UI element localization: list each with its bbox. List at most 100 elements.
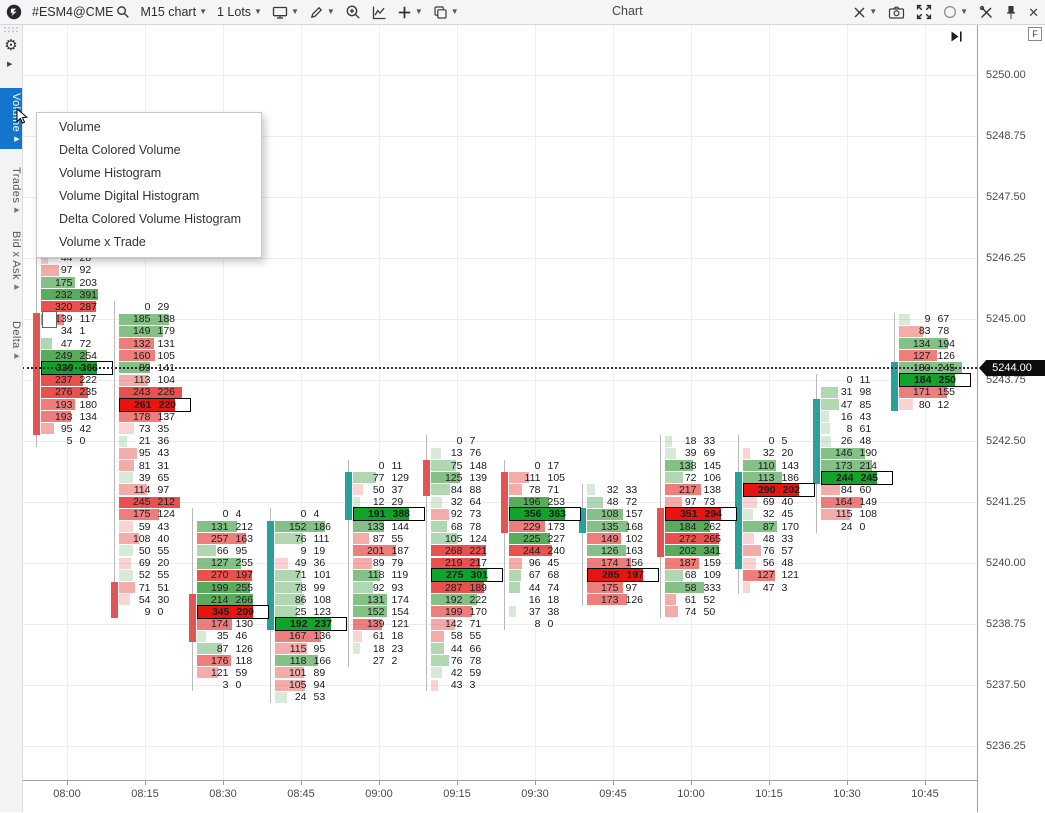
bid-volume: 219	[444, 557, 463, 570]
auto-scale-icon[interactable]: F	[1028, 27, 1042, 41]
layout-button[interactable]: ▼	[433, 5, 459, 20]
sidebar-tab-delta[interactable]: Delta ▶	[0, 316, 22, 365]
shape-selector[interactable]: ▼	[943, 5, 968, 19]
volume-fill	[900, 374, 955, 387]
footprint-row: 164 149	[821, 496, 891, 508]
ask-volume: 179	[157, 325, 176, 338]
add-indicator-button[interactable]: ▼	[397, 5, 423, 20]
camera-icon[interactable]	[888, 5, 905, 20]
volume-fill	[119, 411, 161, 423]
bid-volume: 127	[210, 557, 229, 570]
zoom-in-icon[interactable]	[345, 4, 361, 20]
monitor-button[interactable]: ▼	[272, 5, 299, 20]
chart-style-icon[interactable]	[371, 5, 387, 20]
ask-volume: 235	[79, 386, 98, 399]
volume-fill	[431, 557, 480, 569]
jump-to-latest-icon[interactable]	[950, 30, 963, 48]
price-axis[interactable]: F 5250.00 5248.75 5247.50 5246.25 5245.00 524…	[977, 24, 1045, 812]
tools-icon[interactable]	[979, 5, 994, 20]
time-axis[interactable]: 08:00 08:15 08:30 08:45 09:00 09:15 09:30 09:45…	[22, 780, 977, 813]
volume-fill	[275, 679, 306, 691]
volume-fill	[353, 569, 380, 581]
ask-volume: 388	[392, 508, 411, 521]
menu-item-volume-digital-histogram[interactable]: Volume Digital Histogram	[59, 189, 200, 203]
volume-fill	[197, 667, 218, 679]
menu-item-delta-colored-volume[interactable]: Delta Colored Volume	[59, 143, 181, 157]
footprint-row: 47 3	[743, 582, 813, 594]
sidebar-tab-volume[interactable]: Volume ▶	[0, 88, 22, 149]
fullscreen-icon[interactable]	[916, 4, 932, 20]
close-icon[interactable]: ✕	[1028, 4, 1039, 20]
sidebar-tab-bid-x-ask[interactable]: Bid x Ask ▶	[0, 226, 22, 296]
sidebar-tab-trades[interactable]: Trades ▶	[0, 162, 22, 220]
time-label: 09:30	[521, 788, 549, 800]
candle-body	[735, 471, 742, 570]
menu-item-volume[interactable]: Volume	[59, 120, 101, 134]
volume-fill	[431, 460, 457, 471]
bid-volume: 47	[60, 337, 73, 350]
volume-fill	[821, 508, 851, 520]
ask-volume: 222	[79, 374, 98, 387]
volume-fill	[744, 483, 799, 496]
footprint-row: 127 126	[899, 350, 969, 362]
ask-volume: 42	[79, 422, 92, 435]
ask-volume: 0	[157, 605, 164, 618]
volume-fill	[743, 447, 750, 459]
bid-volume: 173	[834, 459, 853, 472]
footprint-row: 135 168	[587, 521, 657, 533]
time-tick	[847, 781, 848, 785]
volume-fill	[665, 545, 719, 557]
volume-fill	[275, 655, 318, 667]
expand-arrow-icon[interactable]: ▶	[7, 61, 13, 68]
chevron-down-icon: ▼	[450, 7, 459, 16]
volume-fill	[431, 667, 443, 679]
horizontal-gridline	[22, 257, 977, 259]
footprint-row: 84 60	[821, 484, 891, 496]
footprint-row: 13 76	[431, 447, 501, 459]
bid-volume: 178	[132, 410, 151, 423]
volume-fill	[119, 423, 134, 435]
volume-fill	[353, 533, 370, 545]
pin-icon[interactable]	[1005, 5, 1017, 20]
footprint-row: 78 99	[275, 582, 345, 594]
bid-volume: 160	[132, 349, 151, 362]
menu-item-volume-histogram[interactable]: Volume Histogram	[59, 166, 162, 180]
gear-icon[interactable]: ⚙	[4, 36, 18, 54]
drawing-tools-button[interactable]: ▼	[309, 5, 335, 20]
horizontal-gridline	[22, 379, 977, 381]
ask-volume: 168	[625, 520, 644, 533]
ask-volume: 45	[781, 508, 794, 521]
monitor-icon	[272, 5, 288, 20]
current-price-badge: 5244.00	[979, 360, 1045, 376]
footprint-row: 69 40	[743, 496, 813, 508]
bid-volume: 35	[216, 630, 229, 643]
menu-item-volume-x-trade[interactable]: Volume x Trade	[59, 235, 146, 249]
timeframe-selector[interactable]: M15 chart ▼	[140, 5, 207, 19]
bid-volume: 192	[289, 618, 308, 631]
footprint-row: 167 136	[275, 630, 345, 642]
symbol-selector[interactable]: #ESM4@CME	[32, 5, 130, 19]
volume-fill	[198, 605, 253, 618]
lots-selector[interactable]: 1 Lots ▼	[217, 5, 262, 19]
menu-item-delta-colored-volume-histogram[interactable]: Delta Colored Volume Histogram	[59, 212, 242, 226]
volume-fill	[665, 557, 700, 569]
footprint-row: 42 59	[431, 667, 501, 679]
volume-fill	[509, 606, 516, 618]
crosshair-button[interactable]: ▼	[853, 6, 877, 19]
volume-fill	[197, 582, 250, 593]
panel-handle[interactable]	[42, 311, 57, 328]
footprint-row: 187 159	[665, 557, 735, 569]
ask-volume: 266	[235, 593, 254, 606]
app-logo-icon[interactable]	[6, 4, 22, 20]
ask-volume: 294	[704, 508, 723, 521]
chevron-down-icon: ▼	[199, 7, 207, 16]
bid-volume: 74	[684, 605, 697, 618]
ask-volume: 57	[781, 544, 794, 557]
bid-volume: 54	[138, 593, 151, 606]
footprint-row: 87 55	[353, 533, 423, 545]
candle-body	[189, 593, 196, 643]
footprint-row: 131 174	[353, 594, 423, 606]
volume-fill	[665, 484, 701, 496]
volume-fill	[665, 533, 719, 545]
volume-fill	[119, 325, 164, 337]
